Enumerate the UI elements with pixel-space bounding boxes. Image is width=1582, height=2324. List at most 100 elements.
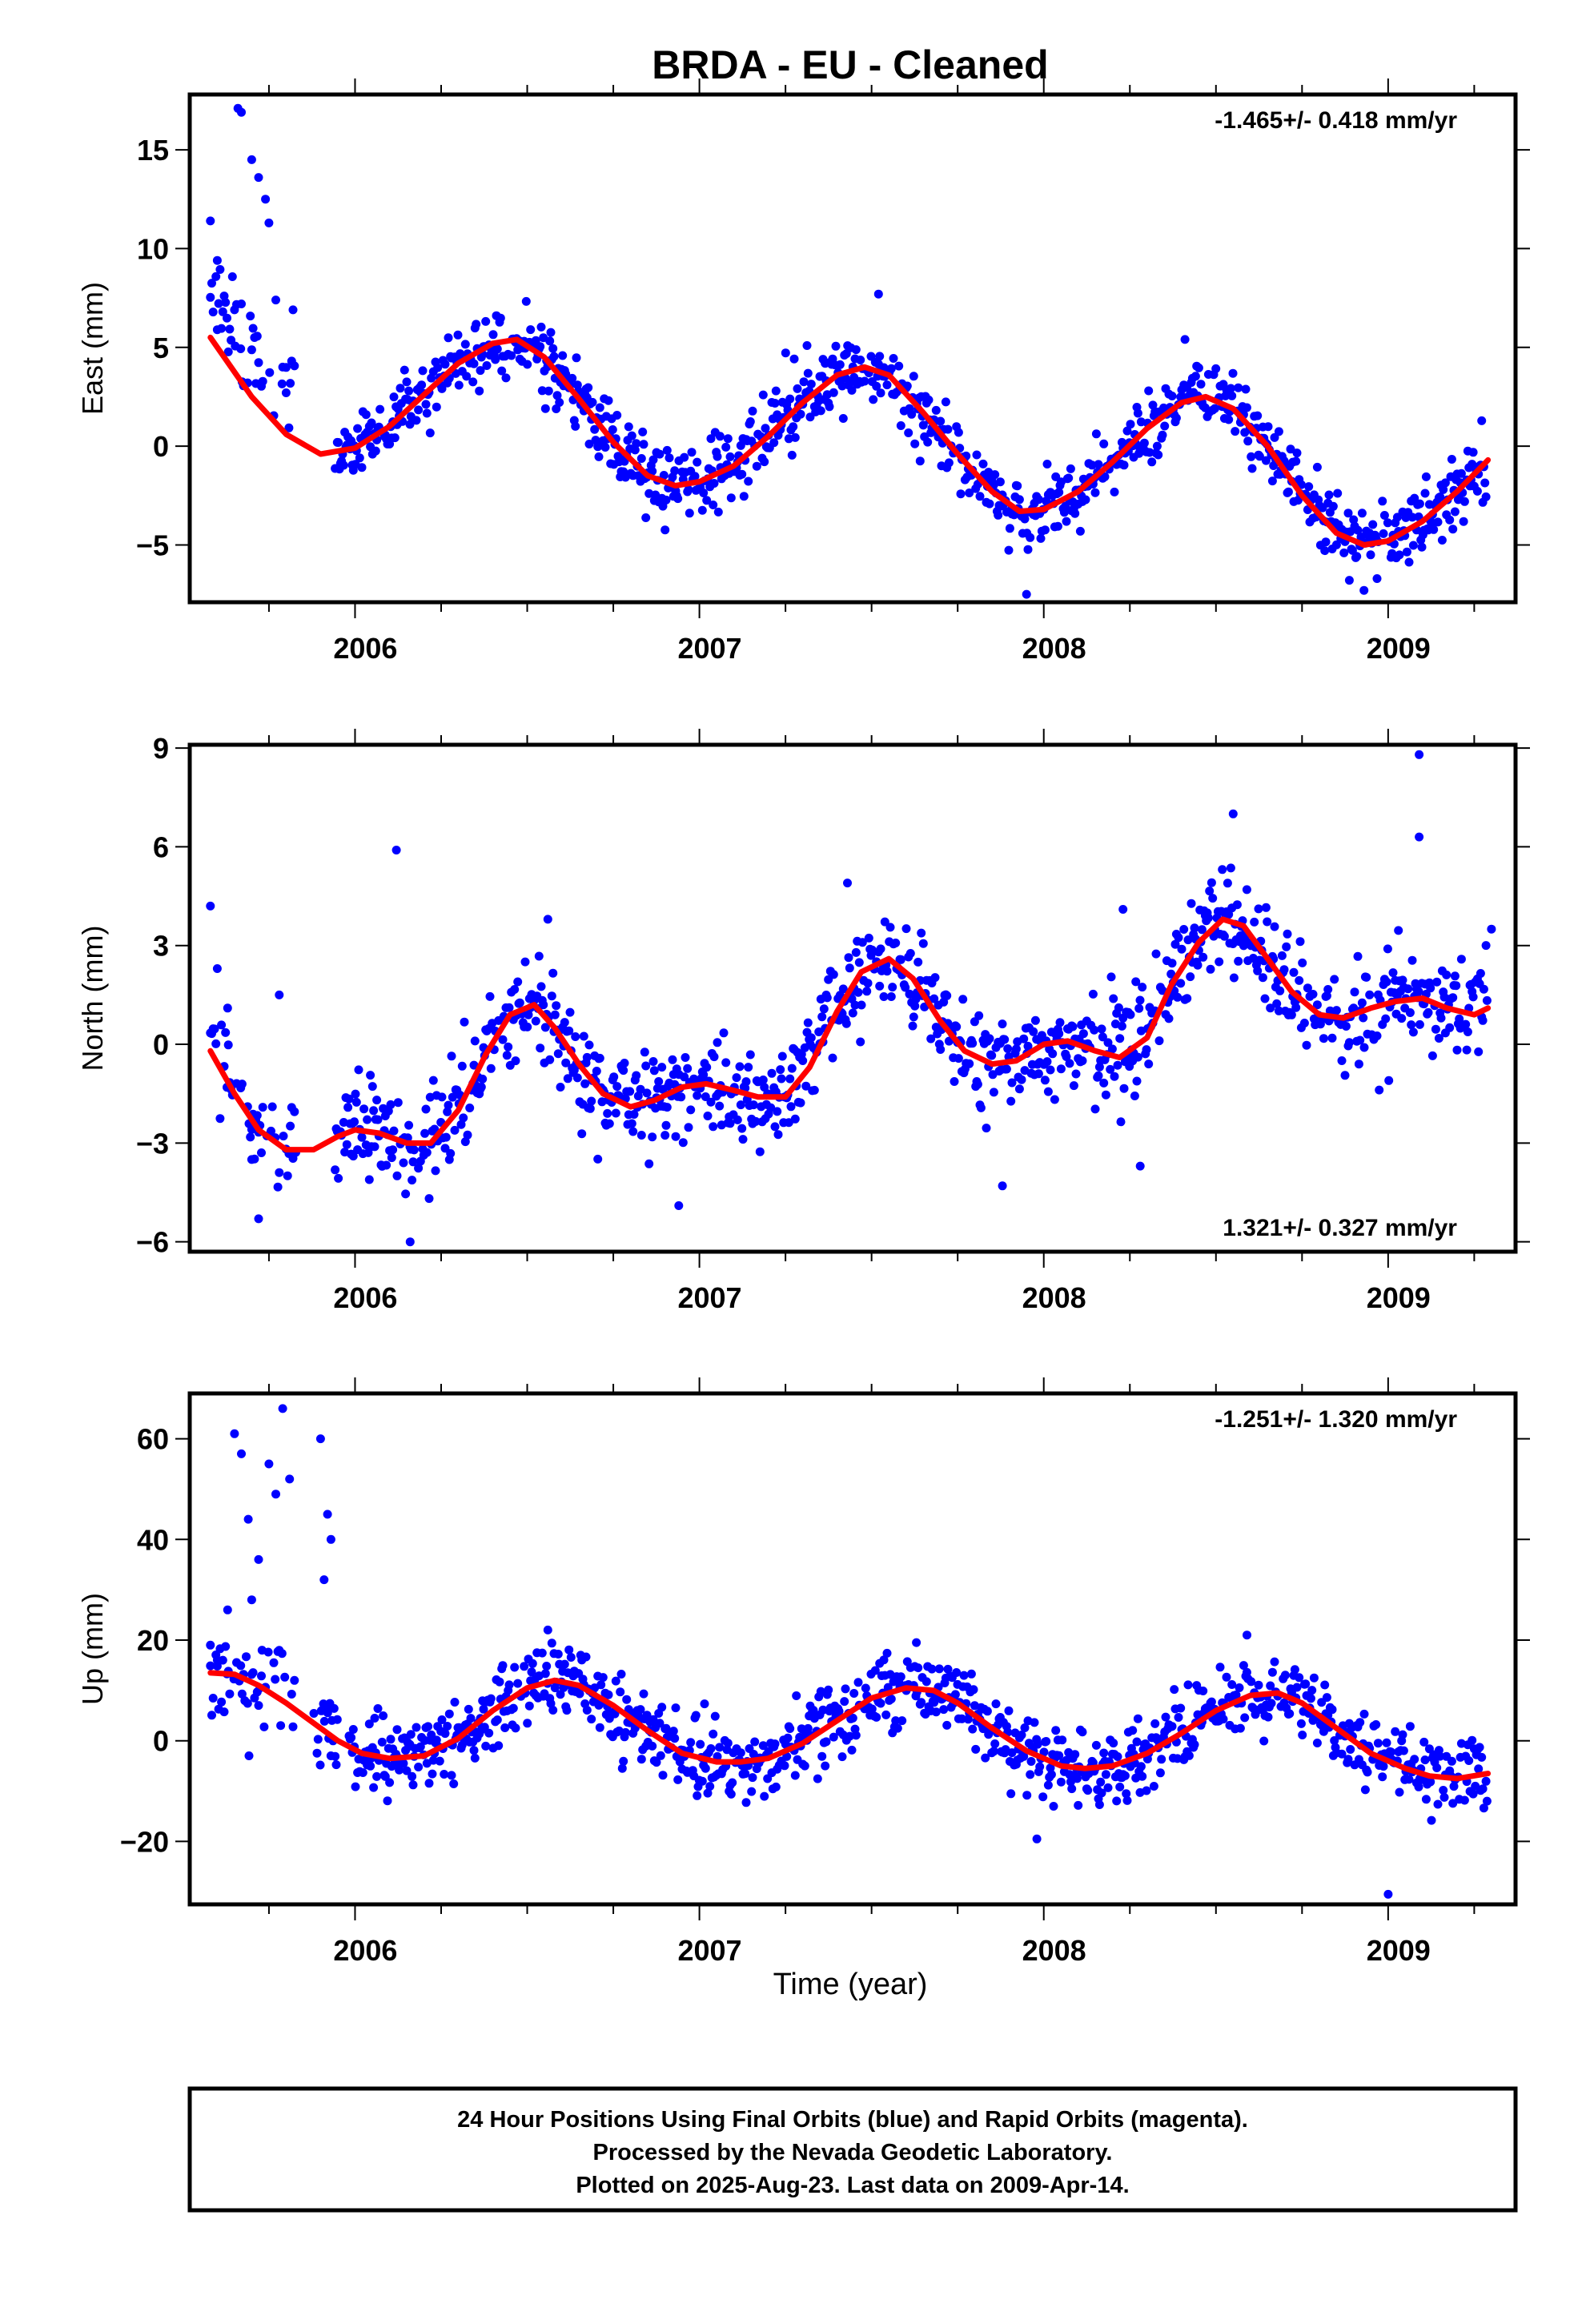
east-data-point (670, 466, 680, 476)
north-data-point (446, 1148, 456, 1158)
up-data-point (1176, 1703, 1186, 1713)
east-data-point (604, 396, 613, 405)
north-data-point (612, 1082, 622, 1092)
up-data-point (1067, 1784, 1077, 1794)
east-data-point (715, 432, 725, 441)
up-data-point (348, 1725, 358, 1734)
up-data-point (1022, 1791, 1032, 1800)
east-data-point (207, 279, 216, 288)
up-data-point (706, 1744, 716, 1753)
north-data-point (930, 973, 940, 983)
up-data-point (520, 1662, 529, 1671)
north-data-point (1298, 958, 1307, 967)
north-data-point (443, 1107, 452, 1116)
east-data-point (1013, 481, 1022, 491)
up-data-point (658, 1771, 668, 1780)
up-data-point (655, 1719, 665, 1728)
east-data-point (1240, 428, 1250, 437)
east-data-point (1421, 472, 1431, 481)
east-data-point (1034, 495, 1043, 505)
east-data-point (271, 296, 280, 305)
north-data-point (850, 1000, 860, 1010)
east-data-point (396, 384, 405, 393)
up-data-point (1032, 1834, 1042, 1844)
north-data-point (1090, 1025, 1099, 1035)
north-data-point (693, 1091, 702, 1100)
north-data-point (1383, 944, 1392, 954)
up-data-point (891, 1716, 901, 1726)
up-data-point (1482, 1796, 1492, 1806)
east-data-point (851, 345, 861, 355)
east-y-tick-label: 5 (153, 332, 169, 364)
up-data-point (1099, 1748, 1109, 1758)
east-data-point (468, 377, 478, 387)
north-data-point (1173, 992, 1182, 1002)
north-data-point (1423, 1007, 1433, 1017)
up-data-point (428, 1755, 438, 1765)
up-data-point (840, 1697, 849, 1707)
east-data-point (215, 265, 225, 274)
east-data-point (752, 461, 761, 471)
up-data-point (1259, 1736, 1269, 1746)
east-data-point (1042, 460, 1052, 468)
east-data-point (872, 381, 881, 391)
up-data-point (1235, 1723, 1245, 1733)
north-data-point (968, 1039, 978, 1048)
north-data-point (1415, 832, 1424, 842)
up-data-point (1296, 1719, 1306, 1728)
up-data-point (288, 1722, 298, 1731)
east-data-point (584, 440, 594, 448)
east-data-point (713, 507, 723, 517)
up-data-point (770, 1739, 780, 1749)
north-data-point (511, 1056, 520, 1066)
north-data-point (632, 1071, 641, 1080)
east-data-point (1333, 489, 1343, 498)
east-data-point (943, 424, 953, 434)
up-data-point (1133, 1714, 1142, 1723)
north-data-point (1253, 966, 1263, 975)
north-data-point (648, 1057, 658, 1066)
east-panel: 15 10 5 0 −5 2006 2007 2008 2009 East (mm) -1.465+… (76, 78, 1530, 665)
up-data-point (1355, 1718, 1365, 1727)
east-data-point (1066, 464, 1075, 473)
east-data-point (1036, 533, 1046, 543)
up-data-point (1426, 1777, 1435, 1787)
up-data-point (1270, 1657, 1279, 1667)
north-data-point (1164, 1014, 1174, 1023)
north-data-point (359, 1104, 369, 1114)
up-data-point (1007, 1748, 1017, 1758)
east-data-point (223, 347, 233, 356)
up-data-point (287, 1690, 296, 1699)
east-data-point (1472, 486, 1482, 496)
north-data-point (550, 1010, 560, 1019)
up-data-point (508, 1703, 518, 1713)
up-data-point (280, 1672, 290, 1682)
east-data-point (799, 377, 809, 387)
north-data-point (1094, 1062, 1104, 1072)
east-x-tick-label: 2006 (333, 632, 397, 665)
east-data-point (540, 404, 550, 413)
up-data-point (412, 1723, 421, 1732)
north-data-point (886, 992, 896, 1001)
east-data-point (1160, 421, 1170, 431)
up-data-point (669, 1727, 678, 1736)
north-data-point (1394, 926, 1403, 935)
up-data-point (837, 1752, 847, 1762)
north-data-point (609, 1072, 619, 1082)
east-data-point (1263, 422, 1273, 432)
east-data-point (1283, 487, 1293, 497)
up-data-point (1190, 1740, 1199, 1749)
north-data-point (1282, 942, 1291, 951)
north-data-point (212, 964, 222, 973)
east-data-point (1255, 452, 1264, 461)
north-data-point (604, 1119, 614, 1128)
east-data-point (600, 443, 610, 452)
east-data-point (206, 292, 215, 302)
north-data-point (974, 1011, 984, 1020)
north-data-point (749, 1100, 758, 1110)
up-data-point (1267, 1667, 1277, 1677)
up-data-point (1026, 1770, 1035, 1779)
up-data-point (959, 1671, 969, 1680)
north-data-point (1325, 1006, 1335, 1015)
up-data-point (486, 1694, 496, 1703)
